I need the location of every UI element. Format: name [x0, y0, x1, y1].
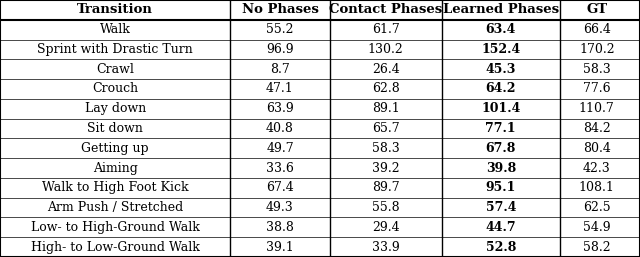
Text: 170.2: 170.2 — [579, 43, 614, 56]
Text: Lay down: Lay down — [84, 102, 146, 115]
Text: 62.5: 62.5 — [583, 201, 611, 214]
Text: 33.9: 33.9 — [372, 241, 399, 254]
Text: 108.1: 108.1 — [579, 181, 615, 194]
Text: 110.7: 110.7 — [579, 102, 614, 115]
Text: 152.4: 152.4 — [481, 43, 520, 56]
Text: 52.8: 52.8 — [486, 241, 516, 254]
Text: No Phases: No Phases — [241, 3, 319, 16]
Text: 61.7: 61.7 — [372, 23, 399, 36]
Text: 63.4: 63.4 — [486, 23, 516, 36]
Text: 95.1: 95.1 — [486, 181, 516, 194]
Text: 80.4: 80.4 — [583, 142, 611, 155]
Text: 49.7: 49.7 — [266, 142, 294, 155]
Text: 29.4: 29.4 — [372, 221, 399, 234]
Text: Transition: Transition — [77, 3, 153, 16]
Text: Contact Phases: Contact Phases — [329, 3, 442, 16]
Text: Aiming: Aiming — [93, 162, 138, 175]
Text: Arm Push / Stretched: Arm Push / Stretched — [47, 201, 183, 214]
Text: 77.6: 77.6 — [583, 82, 611, 95]
Text: Crawl: Crawl — [96, 63, 134, 76]
Text: 49.3: 49.3 — [266, 201, 294, 214]
Text: GT: GT — [586, 3, 607, 16]
Text: High- to Low-Ground Walk: High- to Low-Ground Walk — [31, 241, 200, 254]
Text: Sprint with Drastic Turn: Sprint with Drastic Turn — [37, 43, 193, 56]
Text: 67.4: 67.4 — [266, 181, 294, 194]
Text: 77.1: 77.1 — [486, 122, 516, 135]
Text: 58.2: 58.2 — [583, 241, 611, 254]
Text: 40.8: 40.8 — [266, 122, 294, 135]
Text: Crouch: Crouch — [92, 82, 138, 95]
Text: 44.7: 44.7 — [486, 221, 516, 234]
Text: 47.1: 47.1 — [266, 82, 294, 95]
Text: 55.2: 55.2 — [266, 23, 294, 36]
Text: 101.4: 101.4 — [481, 102, 520, 115]
Text: Low- to High-Ground Walk: Low- to High-Ground Walk — [31, 221, 200, 234]
Text: Getting up: Getting up — [81, 142, 149, 155]
Text: Learned Phases: Learned Phases — [443, 3, 559, 16]
Text: 89.1: 89.1 — [372, 102, 399, 115]
Text: 130.2: 130.2 — [368, 43, 403, 56]
Text: 67.8: 67.8 — [486, 142, 516, 155]
Text: 39.8: 39.8 — [486, 162, 516, 175]
Text: 33.6: 33.6 — [266, 162, 294, 175]
Text: 66.4: 66.4 — [583, 23, 611, 36]
Text: 63.9: 63.9 — [266, 102, 294, 115]
Text: 58.3: 58.3 — [583, 63, 611, 76]
Text: 54.9: 54.9 — [583, 221, 611, 234]
Text: 84.2: 84.2 — [583, 122, 611, 135]
Text: Walk to High Foot Kick: Walk to High Foot Kick — [42, 181, 189, 194]
Text: 42.3: 42.3 — [583, 162, 611, 175]
Text: 57.4: 57.4 — [486, 201, 516, 214]
Text: 26.4: 26.4 — [372, 63, 399, 76]
Text: 39.2: 39.2 — [372, 162, 399, 175]
Text: 89.7: 89.7 — [372, 181, 399, 194]
Text: 58.3: 58.3 — [372, 142, 399, 155]
Text: 65.7: 65.7 — [372, 122, 399, 135]
Text: 39.1: 39.1 — [266, 241, 294, 254]
Text: 62.8: 62.8 — [372, 82, 399, 95]
Text: 55.8: 55.8 — [372, 201, 399, 214]
Text: 8.7: 8.7 — [270, 63, 290, 76]
Text: Sit down: Sit down — [87, 122, 143, 135]
Text: 38.8: 38.8 — [266, 221, 294, 234]
Text: 45.3: 45.3 — [486, 63, 516, 76]
Text: 96.9: 96.9 — [266, 43, 294, 56]
Text: 64.2: 64.2 — [486, 82, 516, 95]
Text: Walk: Walk — [100, 23, 131, 36]
